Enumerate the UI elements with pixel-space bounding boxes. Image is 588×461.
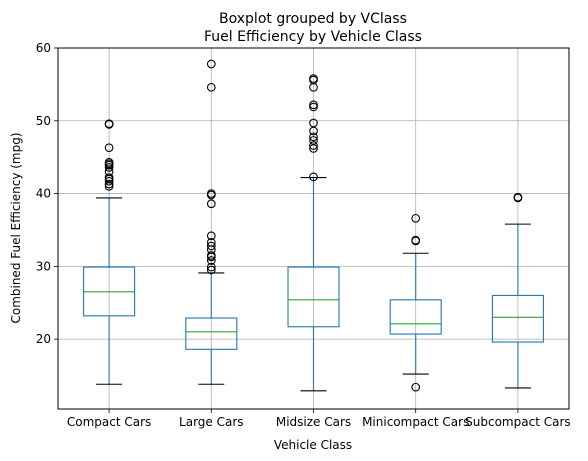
box-group bbox=[491, 192, 544, 389]
box-group bbox=[83, 119, 136, 385]
y-axis-label: Combined Fuel Efficiency (mpg) bbox=[9, 132, 23, 323]
outlier-point bbox=[104, 173, 114, 182]
chart-suptitle: Boxplot grouped by VClass bbox=[219, 11, 407, 27]
outlier-point bbox=[411, 382, 421, 392]
outlier-point bbox=[411, 213, 421, 223]
box bbox=[185, 317, 238, 350]
outlier-point bbox=[309, 172, 318, 182]
outlier-point bbox=[309, 118, 318, 128]
outlier-point bbox=[104, 119, 114, 129]
outlier-point bbox=[206, 251, 216, 260]
outlier-point bbox=[206, 265, 216, 275]
axes: 20 30 40 50 60 Compact Cars Large Cars Midsize … bbox=[36, 41, 571, 429]
outlier-point bbox=[206, 189, 216, 198]
y-tick-label: 20 bbox=[36, 332, 51, 346]
x-tick-label: Large Cars bbox=[179, 415, 244, 429]
outlier-point bbox=[104, 179, 114, 189]
y-tick-label: 50 bbox=[36, 114, 51, 128]
x-tick-label: Minicompact Cars bbox=[362, 415, 469, 429]
x-tick-label: Subcompact Cars bbox=[465, 415, 570, 429]
x-axis-label: Vehicle Class bbox=[274, 438, 352, 452]
outlier-point bbox=[411, 235, 421, 245]
outlier-point bbox=[309, 141, 318, 150]
box-group bbox=[185, 59, 238, 385]
x-tick-label: Midsize Cars bbox=[276, 415, 351, 429]
y-tick-label: 40 bbox=[36, 187, 51, 201]
outlier-point bbox=[309, 74, 318, 83]
outlier-point bbox=[104, 157, 114, 167]
y-tick-label: 30 bbox=[36, 259, 51, 273]
outlier-point bbox=[206, 59, 216, 69]
box bbox=[287, 266, 340, 328]
outlier-point bbox=[309, 100, 318, 110]
outlier-point bbox=[104, 176, 114, 186]
box bbox=[491, 294, 544, 343]
box bbox=[389, 299, 442, 335]
boxes-layer bbox=[83, 59, 544, 392]
outlier-point bbox=[309, 136, 318, 145]
outlier-point bbox=[309, 132, 318, 142]
outlier-point bbox=[104, 163, 114, 172]
box-group bbox=[389, 213, 442, 392]
box-group bbox=[287, 74, 340, 392]
outlier-point bbox=[206, 82, 216, 92]
outlier-point bbox=[206, 231, 216, 241]
outlier-point bbox=[206, 199, 216, 209]
outlier-point bbox=[309, 102, 318, 112]
chart-title: Fuel Efficiency by Vehicle Class bbox=[204, 29, 422, 45]
outlier-point bbox=[513, 192, 523, 202]
x-tick-label: Compact Cars bbox=[67, 415, 151, 429]
outlier-point bbox=[104, 143, 114, 153]
outlier-point bbox=[206, 241, 216, 251]
y-tick-label: 60 bbox=[36, 41, 51, 55]
outlier-point bbox=[206, 256, 216, 265]
outlier-point bbox=[206, 237, 216, 247]
outlier-point bbox=[206, 262, 216, 272]
